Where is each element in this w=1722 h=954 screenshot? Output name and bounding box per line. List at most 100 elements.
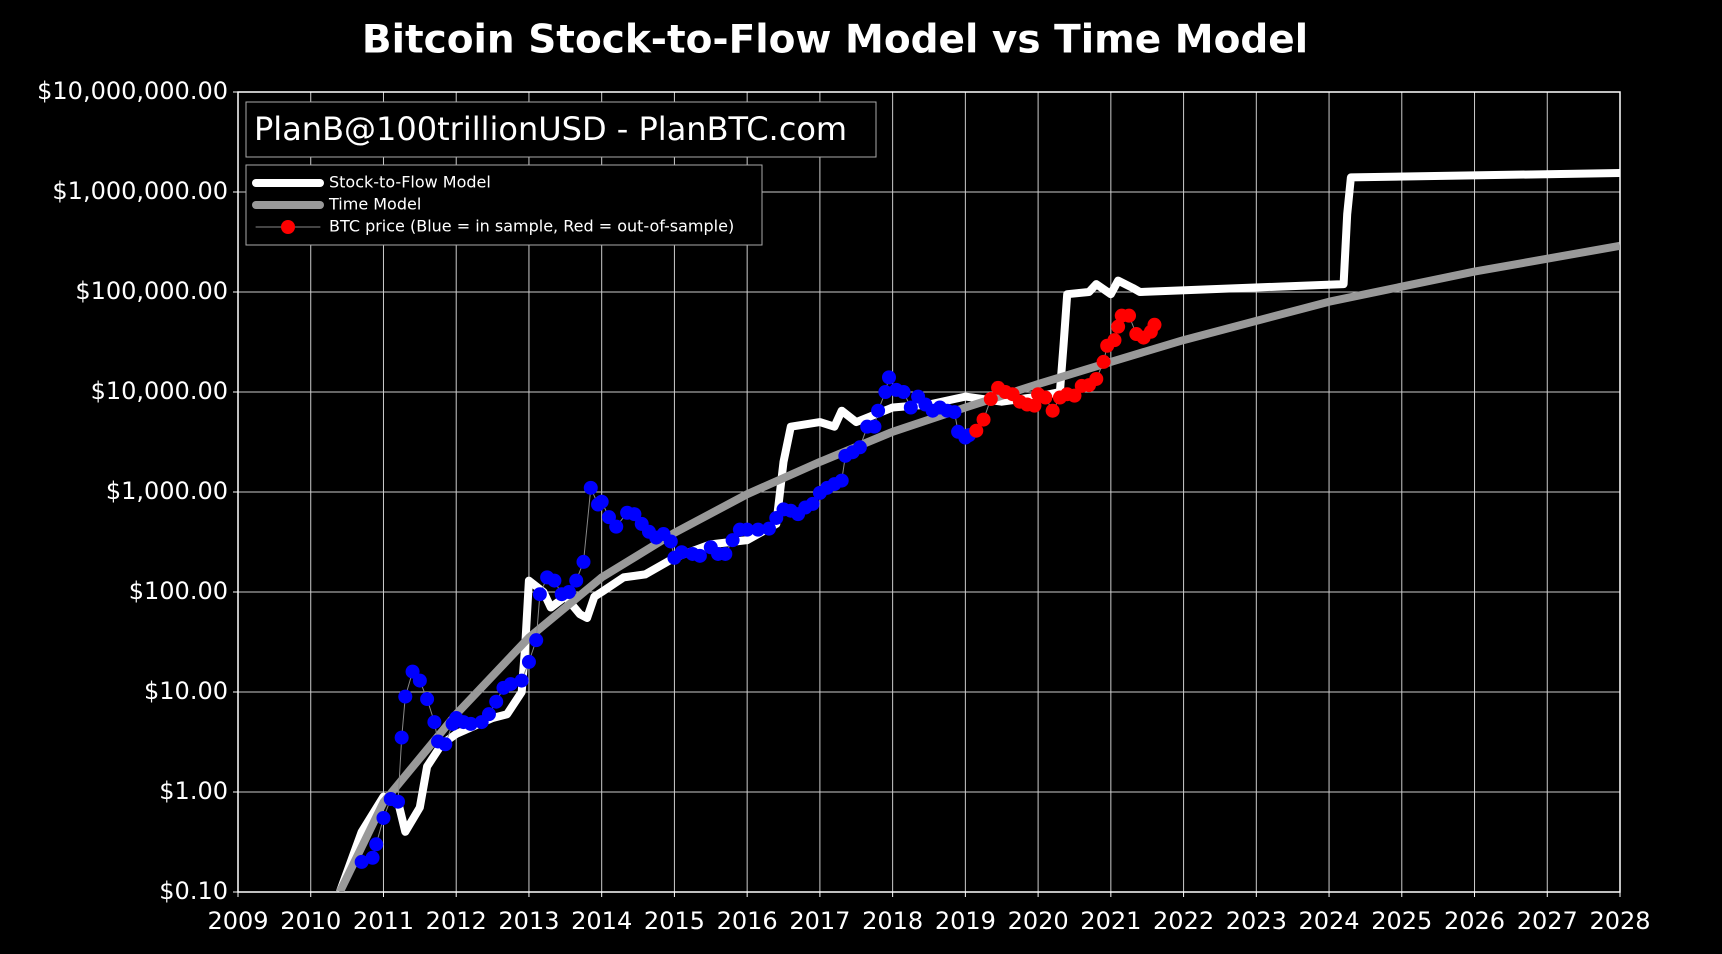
price-point [463, 716, 478, 731]
legend-marker [281, 220, 295, 234]
price-point [601, 510, 616, 525]
y-tick-label: $100.00 [129, 577, 228, 605]
price-point [354, 854, 369, 869]
price-point [627, 507, 642, 522]
price-point [391, 794, 406, 809]
x-tick-label: 2010 [280, 907, 341, 935]
price-point [903, 400, 918, 415]
price-point [369, 837, 384, 852]
x-tick-label: 2016 [717, 907, 778, 935]
y-tick-label: $10,000,000.00 [37, 77, 228, 105]
y-tick-label: $1,000.00 [106, 477, 228, 505]
price-point [521, 654, 536, 669]
price-point [547, 573, 562, 588]
price-point [871, 403, 886, 418]
annotation: PlanB@100trillionUSD - PlanBTC.com [254, 110, 847, 148]
price-point [969, 423, 984, 438]
price-point [583, 480, 598, 495]
y-tick-label: $1.00 [159, 777, 228, 805]
x-tick-label: 2017 [789, 907, 850, 935]
price-point [427, 715, 442, 730]
plot-frame [237, 91, 1621, 893]
y-tick-label: $10.00 [144, 677, 228, 705]
price-point [834, 473, 849, 488]
price-point [1027, 398, 1042, 413]
price-point [983, 392, 998, 407]
y-tick-label: $100,000.00 [75, 277, 228, 305]
price-point [420, 692, 435, 707]
price-point [532, 587, 547, 602]
price-point [878, 385, 893, 399]
price-point [609, 519, 624, 534]
price-point [976, 412, 991, 427]
x-tick-label: 2018 [862, 907, 923, 935]
price-point [514, 673, 529, 688]
x-tick-label: 2014 [571, 907, 632, 935]
price-point [594, 494, 609, 509]
price-point [569, 573, 584, 588]
price-point [376, 810, 391, 825]
price-point [805, 496, 820, 511]
price-point [1045, 403, 1060, 418]
x-tick-label: 2015 [644, 907, 705, 935]
legend-box [245, 164, 763, 246]
x-tick-label: 2009 [207, 907, 268, 935]
price-point [412, 673, 427, 688]
plot-area [336, 169, 1620, 892]
price-point [725, 533, 740, 548]
price-point [881, 370, 896, 385]
price-point [365, 850, 380, 865]
y-tick-label: $10,000.00 [91, 377, 228, 405]
x-tick-label: 2020 [1008, 907, 1069, 935]
price-point [852, 440, 867, 455]
x-tick-label: 2026 [1444, 907, 1505, 935]
price-point [692, 548, 707, 563]
chart-title: Bitcoin Stock-to-Flow Model vs Time Mode… [362, 18, 1308, 63]
price-point [1107, 333, 1122, 348]
x-tick-label: 2022 [1153, 907, 1214, 935]
x-tick-label: 2012 [426, 907, 487, 935]
price-point [947, 405, 962, 420]
price-point [751, 522, 766, 537]
x-tick-label: 2011 [353, 907, 414, 935]
price-point [394, 730, 409, 745]
y-tick-label: $1,000,000.00 [52, 177, 228, 205]
price-point [1111, 319, 1126, 334]
x-tick-label: 2021 [1080, 907, 1141, 935]
x-tick-label: 2023 [1226, 907, 1287, 935]
legend-label: BTC price (Blue = in sample, Red = out-o… [329, 217, 734, 236]
price-point [529, 633, 544, 648]
price-point [663, 534, 678, 549]
price-point [1089, 371, 1104, 386]
price-point [481, 707, 496, 722]
price-point [1096, 354, 1111, 369]
price-point [561, 585, 576, 599]
price-point [398, 689, 413, 704]
price-point [761, 521, 776, 536]
x-tick-label: 2013 [498, 907, 559, 935]
price-point [438, 737, 453, 752]
price-point [1067, 388, 1082, 403]
price-point [1147, 317, 1162, 332]
price-point [896, 385, 911, 399]
legend-label: Time Model [328, 195, 421, 214]
price-point [576, 554, 591, 569]
annotation-box [245, 101, 877, 158]
x-tick-label: 2027 [1517, 907, 1578, 935]
x-tick-label: 2019 [935, 907, 996, 935]
price-point [1038, 390, 1053, 405]
y-tick-label: $0.10 [159, 877, 228, 905]
price-point [674, 545, 689, 560]
price-point [718, 546, 733, 561]
x-tick-label: 2028 [1589, 907, 1650, 935]
price-point [503, 677, 518, 692]
price-point [1122, 308, 1137, 323]
price-point [489, 694, 504, 709]
legend-label: Stock-to-Flow Model [329, 173, 491, 192]
x-tick-label: 2025 [1371, 907, 1432, 935]
price-point [867, 419, 882, 434]
price-point [740, 522, 755, 537]
